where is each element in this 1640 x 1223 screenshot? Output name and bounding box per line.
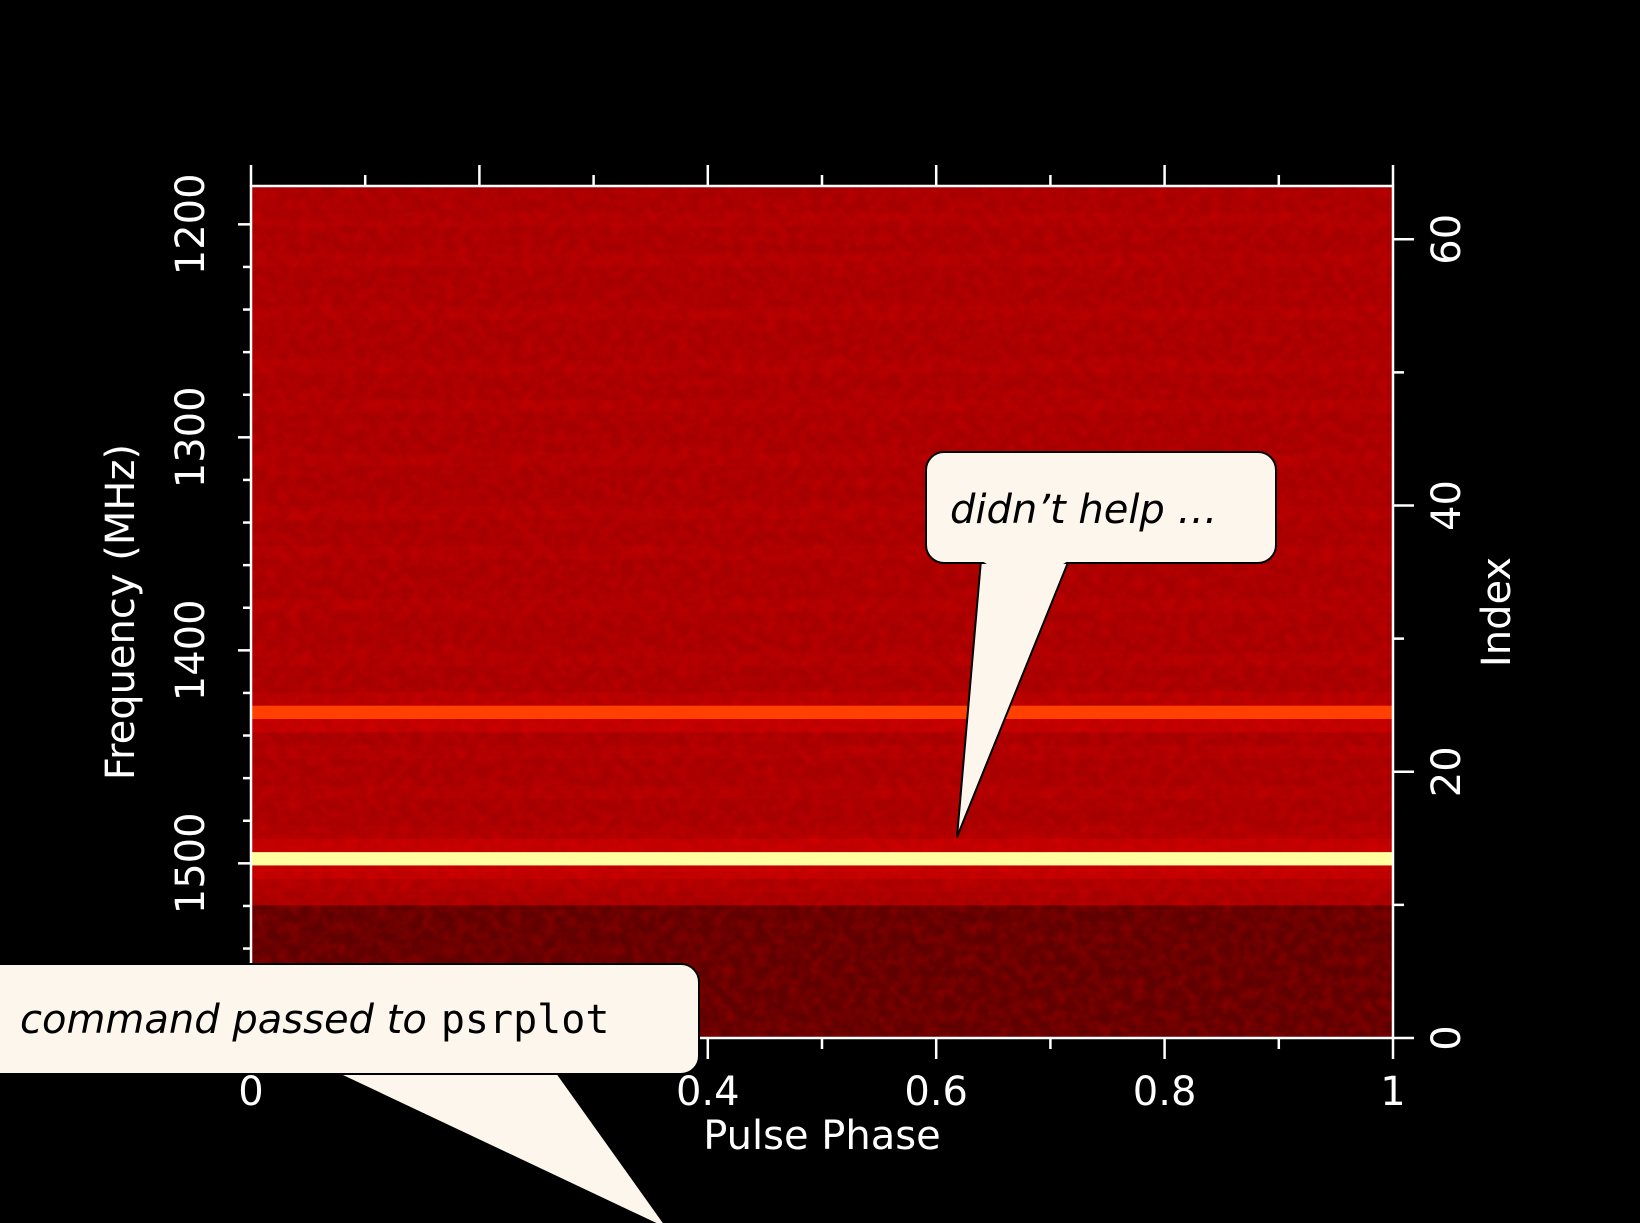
y-tick-label: 1500 <box>168 812 214 914</box>
callout-joint <box>982 561 1068 566</box>
y2-tick-label: 0 <box>1424 1025 1470 1050</box>
y2-tick-label: 20 <box>1424 746 1470 797</box>
callout-phrase: command passed to <box>20 997 427 1043</box>
callout-joint <box>332 1068 553 1073</box>
y2-tick-label: 40 <box>1424 480 1470 531</box>
y-tick-label: 1400 <box>168 599 214 701</box>
y-tick-label: 1300 <box>168 386 214 488</box>
y2-tick-label: 60 <box>1424 214 1470 265</box>
x-tick-label: 0 <box>238 1069 263 1115</box>
callout-command: command passed to psrplot <box>0 963 700 1223</box>
callout-text: didn’t help … <box>950 487 1218 533</box>
callout-code: psrplot <box>441 997 610 1043</box>
y2-axis-label: Index <box>1474 557 1520 667</box>
x-tick-label: 0.8 <box>1133 1069 1197 1115</box>
callout-box <box>925 451 1277 564</box>
y-tick-label: 1200 <box>168 173 214 275</box>
callout-help: didn’t help … <box>925 451 1277 838</box>
x-axis-label: Pulse Phase <box>703 1113 940 1159</box>
callout-box <box>0 963 700 1075</box>
callout-text: command passed to psrplot <box>20 997 609 1043</box>
noise-texture <box>251 186 1393 1038</box>
x-tick-label: 0.6 <box>904 1069 968 1115</box>
x-tick-label: 0.4 <box>676 1069 740 1115</box>
y-axis-label: Frequency (MHz) <box>98 444 144 780</box>
callout-pointer <box>329 1069 666 1223</box>
x-tick-label: 1 <box>1380 1069 1405 1115</box>
